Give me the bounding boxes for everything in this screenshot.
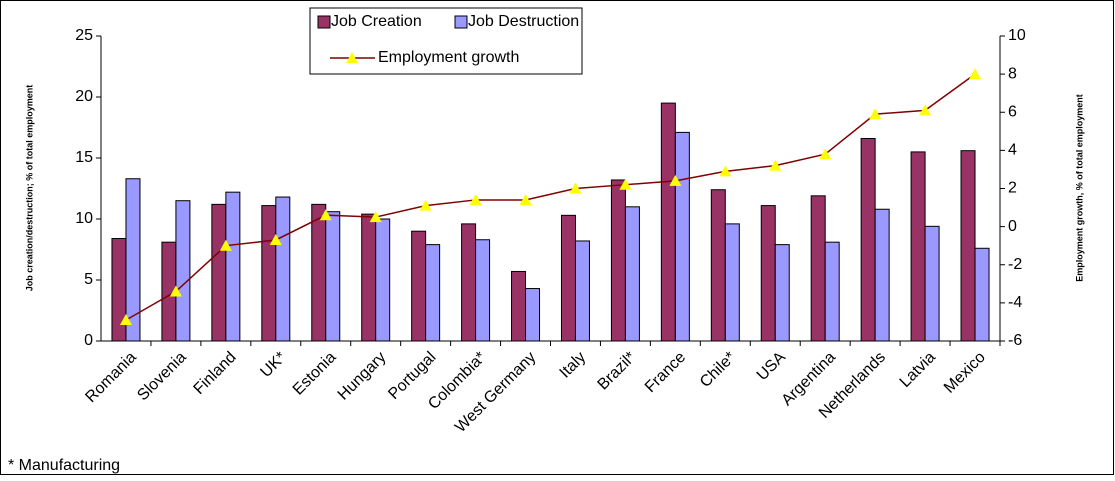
line-marker [519,193,532,205]
bar [810,195,826,342]
bar [375,218,391,342]
y2-tick-label: -6 [1008,332,1022,349]
bar [425,244,441,342]
line [125,73,976,321]
line-marker [469,193,482,205]
line-marker [669,174,682,186]
bar [724,223,740,342]
legend-label: Job Destruction [468,13,579,30]
line-marker [119,314,132,326]
bar [261,205,277,342]
line-marker [569,182,582,194]
bar [660,102,676,342]
bar [325,211,341,342]
line-marker [719,165,732,177]
y2-axis-label: Employment growth, % of total employment [1074,94,1084,282]
bar [525,288,541,342]
bar [774,244,790,342]
y-tick-label: 10 [75,210,93,227]
bar [860,137,876,342]
bar [475,239,491,342]
legend-label: Job Creation [331,13,422,30]
line-marker [319,209,332,221]
legend-swatch [317,15,331,29]
y-axis-label: Job creation/destruction; % of total emp… [24,85,34,292]
bar [874,208,890,342]
bar [311,203,327,342]
legend-marker [346,52,358,63]
line-marker [769,159,782,171]
bar [910,151,926,342]
bar [974,247,990,342]
y-tick-label: 5 [84,271,93,288]
y2-tick-label: 0 [1008,218,1017,235]
line-marker [269,233,282,245]
bar [461,223,477,342]
bar [175,200,191,342]
bar [710,189,726,342]
bar [211,203,227,342]
line-marker [419,199,432,211]
line-marker [219,239,232,251]
bar [610,179,626,342]
line-marker [169,285,182,297]
y2-tick-label: -4 [1008,294,1022,311]
bar [674,131,690,342]
y2-tick-label: 2 [1008,180,1017,197]
bar [924,225,940,342]
y2-tick-label: 4 [1008,142,1017,159]
legend-label: Employment growth [378,49,519,66]
bar [824,241,840,342]
y-tick-label: 25 [75,27,93,44]
bar [225,191,241,342]
bar [125,178,141,342]
legend-swatch [454,15,468,29]
line-marker [369,211,382,223]
y2-tick-label: -2 [1008,256,1022,273]
line-marker [969,68,982,80]
line-marker [819,148,832,160]
bar [511,270,527,342]
bar [361,213,377,342]
bar [275,196,291,342]
bar [411,230,427,342]
bar [624,206,640,342]
line-marker [869,108,882,120]
line-marker [919,104,932,116]
line-marker [619,178,632,190]
bar [111,238,127,342]
y-tick-label: 15 [75,149,93,166]
annotation: * Manufacturing [8,457,120,474]
y2-tick-label: 6 [1008,103,1017,120]
bar [560,214,576,342]
y-tick-label: 20 [75,88,93,105]
y2-tick-label: 8 [1008,65,1017,82]
y2-tick-label: 10 [1008,27,1026,44]
y-tick-label: 0 [84,332,93,349]
bar [574,240,590,342]
bar [760,205,776,342]
bar [960,150,976,342]
